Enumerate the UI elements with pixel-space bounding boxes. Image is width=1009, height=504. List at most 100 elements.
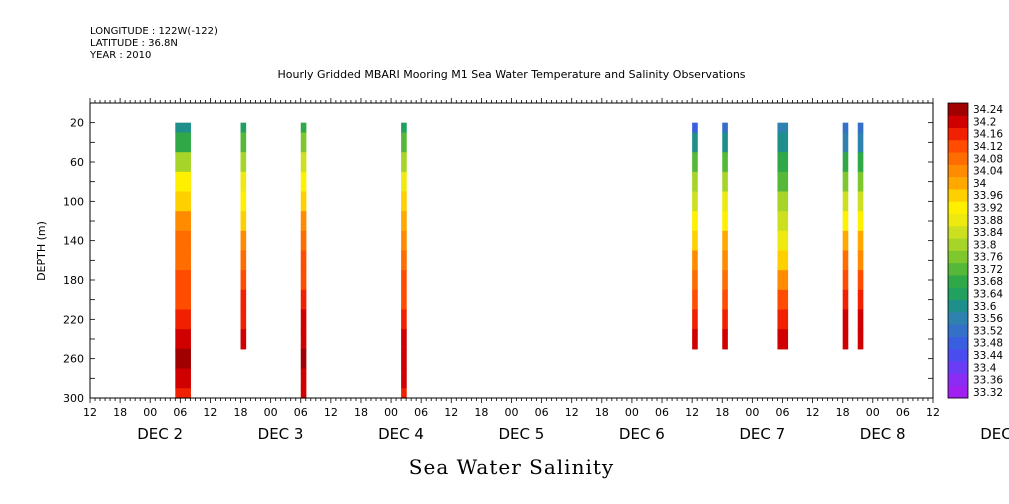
x-tick-label: 00	[143, 406, 157, 419]
colorbar-swatch	[948, 385, 968, 399]
salinity-cell	[175, 152, 191, 173]
salinity-cell	[722, 289, 728, 311]
salinity-cell	[401, 270, 407, 291]
colorbar-swatch	[948, 299, 968, 313]
salinity-cell	[401, 250, 407, 271]
x-tick-label: 12	[565, 406, 579, 419]
x-tick-label: 00	[505, 406, 519, 419]
salinity-cell	[401, 152, 407, 173]
salinity-cell	[857, 270, 864, 291]
colorbar-label: 34.04	[973, 166, 1003, 178]
salinity-cell	[722, 122, 728, 134]
salinity-cell	[842, 191, 849, 212]
x-day-label: DEC 2	[137, 425, 183, 443]
x-tick-label: 12	[444, 406, 458, 419]
salinity-cell	[857, 152, 864, 173]
salinity-cell	[692, 329, 698, 350]
x-day-label: DEC 8	[860, 425, 906, 443]
x-tick-label: 06	[896, 406, 910, 419]
salinity-cell	[777, 152, 789, 173]
salinity-cell	[692, 122, 698, 134]
salinity-cell	[692, 211, 698, 232]
salinity-cell	[722, 329, 728, 350]
salinity-cell	[175, 348, 191, 370]
salinity-cell	[842, 309, 849, 330]
salinity-cell	[300, 289, 307, 311]
colorbar-swatch	[948, 103, 968, 116]
salinity-cell	[777, 132, 789, 153]
colorbar-label: 34.12	[973, 141, 1003, 153]
salinity-cell	[777, 122, 789, 134]
salinity-cell	[300, 368, 307, 389]
colorbar-swatch	[948, 324, 968, 337]
y-tick-label: 300	[63, 392, 84, 405]
salinity-cell	[401, 230, 407, 252]
salinity-cell	[401, 211, 407, 232]
colorbar-swatch	[948, 127, 968, 141]
salinity-cell	[401, 329, 407, 350]
colorbar-label: 33.76	[973, 252, 1003, 264]
salinity-cell	[857, 171, 864, 193]
longitude-label: LONGITUDE : 122W(-122)	[90, 26, 218, 37]
salinity-cell	[857, 250, 864, 271]
salinity-cell	[722, 211, 728, 232]
colorbar-swatch	[948, 287, 968, 301]
colorbar-swatch	[948, 213, 968, 227]
chart-subtitle: Sea Water Salinity	[408, 455, 615, 479]
colorbar-label: 33.32	[973, 387, 1003, 399]
x-day-label: DEC 6	[619, 425, 665, 443]
salinity-cell	[842, 289, 849, 311]
x-axis: 12 18 00 06 12 18 00 06 12 18 00 06 12 18 00 06 12 18 00 06…	[83, 98, 1009, 443]
colorbar-swatch	[948, 115, 968, 128]
salinity-cell	[175, 211, 191, 232]
colorbar-label: 34.08	[973, 153, 1003, 165]
salinity-cell	[300, 211, 307, 232]
salinity-cell	[692, 309, 698, 330]
salinity-cell	[175, 230, 191, 252]
latitude-label: LATITUDE : 36.8N	[90, 38, 178, 49]
salinity-cell	[240, 211, 247, 232]
colorbar-swatch	[948, 262, 968, 276]
salinity-cell	[240, 250, 247, 271]
colorbar-label: 33.68	[973, 276, 1003, 288]
x-tick-label: 12	[324, 406, 338, 419]
colorbar-label: 34.16	[973, 129, 1003, 141]
salinity-cell	[692, 191, 698, 212]
salinity-cell	[175, 388, 191, 399]
x-tick-label: 18	[354, 406, 368, 419]
colorbar-label: 33.96	[973, 190, 1003, 202]
colorbar-label: 33.72	[973, 264, 1003, 276]
y-tick-label: 180	[63, 274, 84, 287]
salinity-cell	[175, 191, 191, 212]
salinity-cell	[777, 230, 789, 252]
salinity-cell	[722, 250, 728, 271]
colorbar-label: 33.92	[973, 202, 1003, 214]
salinity-cell	[240, 132, 247, 153]
salinity-cell	[692, 289, 698, 311]
salinity-cell	[842, 171, 849, 193]
colorbar-swatch	[948, 225, 968, 239]
colorbar-swatch	[948, 139, 968, 153]
colorbar-label: 33.64	[973, 289, 1003, 301]
colorbar-label: 33.4	[973, 362, 997, 374]
x-day-label: DEC 9	[980, 425, 1009, 443]
chart-title: Hourly Gridded MBARI Mooring M1 Sea Wate…	[277, 68, 746, 81]
x-tick-label: 06	[294, 406, 308, 419]
salinity-cell	[692, 152, 698, 173]
salinity-cell	[175, 270, 191, 291]
salinity-cell	[401, 309, 407, 330]
salinity-cell	[692, 250, 698, 271]
salinity-cell	[722, 152, 728, 173]
colorbar-swatch	[948, 189, 968, 202]
y-tick-label: 140	[63, 235, 84, 248]
salinity-cell	[842, 230, 849, 252]
colorbar-swatch	[948, 311, 968, 325]
salinity-cell	[842, 250, 849, 271]
x-tick-label: 12	[83, 406, 97, 419]
salinity-cell	[300, 388, 307, 399]
x-tick-label: 06	[655, 406, 669, 419]
salinity-cell	[401, 368, 407, 389]
salinity-cell	[240, 230, 247, 252]
salinity-cell	[240, 270, 247, 291]
